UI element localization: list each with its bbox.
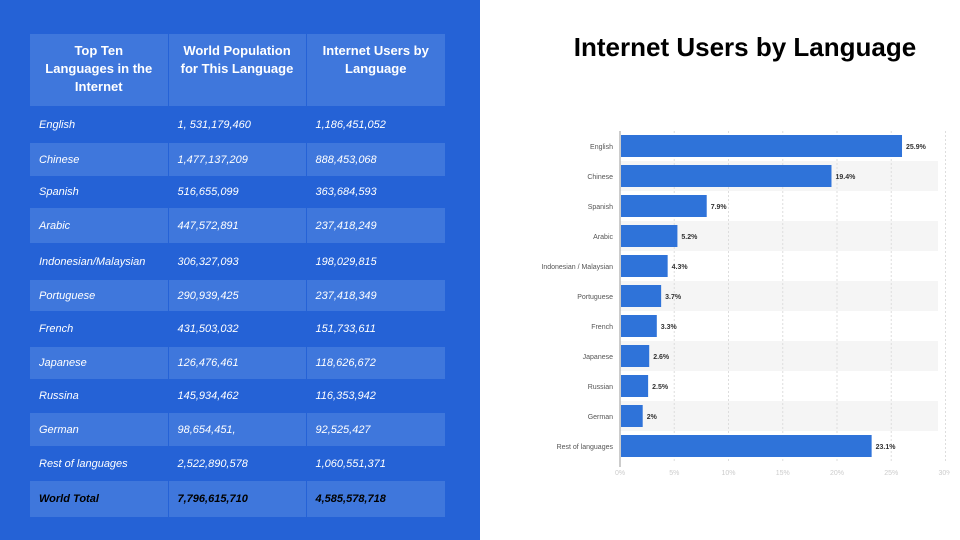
cell-population: 145,934,462 [167,379,306,413]
cell-population: 516,655,099 [167,176,306,208]
table-row: Rest of languages 2,522,890,578 1,060,551,… [30,446,445,481]
cell-population: 98,654,451, [167,413,306,446]
bar [621,165,832,187]
header-internet-users: Internet Users by Language [305,34,445,106]
bar-chart: 0% 5% 10% 15% 20% 25% 30% English 25.9% Chinese 19… [541,131,950,475]
cell-language: English [39,118,76,131]
cell-population: 290,939,425 [167,280,306,311]
cell-population: 2,522,890,578 [167,446,306,481]
bar [621,375,649,397]
table-row: Portuguese 290,939,425 237,418,349 [30,280,445,311]
cell-internet-users: 363,684,593 [305,176,445,208]
category-label: Chinese [587,174,613,181]
bar [621,255,668,277]
cell-language: Spanish [39,186,79,198]
category-label: Russian [588,384,613,391]
table-row: English 1, 531,179,460 1,186,451,052 [30,106,445,143]
category-label: English [590,144,613,151]
x-tick-label: 30% [938,470,950,475]
cell-population: 447,572,891 [167,208,306,243]
bar [621,135,903,157]
data-label: 3.3% [661,324,678,331]
cell-internet-users: 888,453,068 [305,143,445,176]
category-label: Japanese [583,354,613,361]
category-label: Portuguese [577,294,613,301]
table-row: German 98,654,451, 92,525,427 [30,413,445,446]
x-tick-label: 25% [884,470,898,475]
cell-language: Arabic [30,208,168,243]
table-row: Chinese 1,477,137,209 888,453,068 [30,143,445,176]
header-language: Top Ten Languages in the Internet [30,34,168,106]
cell-language: Portuguese [30,280,168,311]
cell-language: Russina [39,390,79,402]
total-population: 7,796,615,710 [167,481,306,517]
data-label: 5.2% [681,234,698,241]
cell-population: 1,477,137,209 [167,143,306,176]
category-label: Indonesian / Malaysian [541,264,613,271]
x-tick-label: 0% [615,470,625,475]
category-label: Rest of languages [557,444,614,451]
bar [621,345,650,367]
cell-language: Japanese [30,347,168,379]
languages-table: Top Ten Languages in the Internet World … [30,34,445,517]
category-label: French [591,324,613,331]
x-tick-label: 20% [830,470,844,475]
cell-language: Rest of languages [39,457,128,470]
table-row: Russina 145,934,462 116,353,942 [30,379,445,413]
bar [621,195,707,217]
data-label: 2% [647,414,658,421]
bar [621,315,657,337]
total-label: World Total [30,481,168,517]
cell-internet-users: 198,029,815 [305,243,445,280]
x-tick-label: 5% [669,470,679,475]
cell-language: French [39,323,74,335]
data-label: 23.1% [876,444,897,451]
table-row: Arabic 447,572,891 237,418,249 [30,208,445,243]
chart-title: Internet Users by Language [573,32,917,62]
cell-language: Chinese [30,143,168,176]
cell-population: 431,503,032 [167,311,306,347]
table-row: Japanese 126,476,461 118,626,672 [30,347,445,379]
cell-population: 126,476,461 [167,347,306,379]
cell-internet-users: 151,733,611 [305,311,445,347]
table-panel: Top Ten Languages in the Internet World … [0,0,480,540]
data-label: 2.5% [652,384,669,391]
cell-internet-users: 92,525,427 [305,413,445,446]
total-row: World Total 7,796,615,710 4,585,578,718 [30,481,445,517]
data-label: 2.6% [653,354,670,361]
category-label: Spanish [588,204,613,211]
row-band [620,401,938,431]
cell-population: 306,327,093 [167,243,306,280]
bar [621,405,643,427]
cell-internet-users: 237,418,249 [305,208,445,243]
table-row: Spanish 516,655,099 363,684,593 [30,176,445,208]
header-population: World Population for This Language [167,34,306,106]
row-band [620,281,938,311]
bar [621,285,662,307]
x-tick-label: 10% [721,470,735,475]
data-label: 7.9% [711,204,728,211]
x-tick-label: 15% [776,470,790,475]
category-label: Arabic [593,234,613,241]
cell-population: 1, 531,179,460 [167,106,306,143]
cell-internet-users: 1,060,551,371 [305,446,445,481]
cell-internet-users: 1,186,451,052 [305,106,445,143]
cell-language: German [30,413,168,446]
cell-internet-users: 116,353,942 [305,379,445,413]
bar [621,435,872,457]
table-row: Indonesian/Malaysian 306,327,093 198,029,8… [30,243,445,280]
category-label: German [588,414,613,421]
total-internet-users: 4,585,578,718 [305,481,445,517]
row-band [620,341,938,371]
table-header-row: Top Ten Languages in the Internet World … [30,34,445,106]
bar [621,225,678,247]
data-label: 19.4% [835,174,856,181]
cell-internet-users: 118,626,672 [305,347,445,379]
cell-internet-users: 237,418,349 [305,280,445,311]
table-row: French 431,503,032 151,733,611 [30,311,445,347]
data-label: 25.9% [906,144,927,151]
data-label: 3.7% [665,294,682,301]
data-label: 4.3% [672,264,689,271]
cell-language: Indonesian/Malaysian [39,255,146,268]
